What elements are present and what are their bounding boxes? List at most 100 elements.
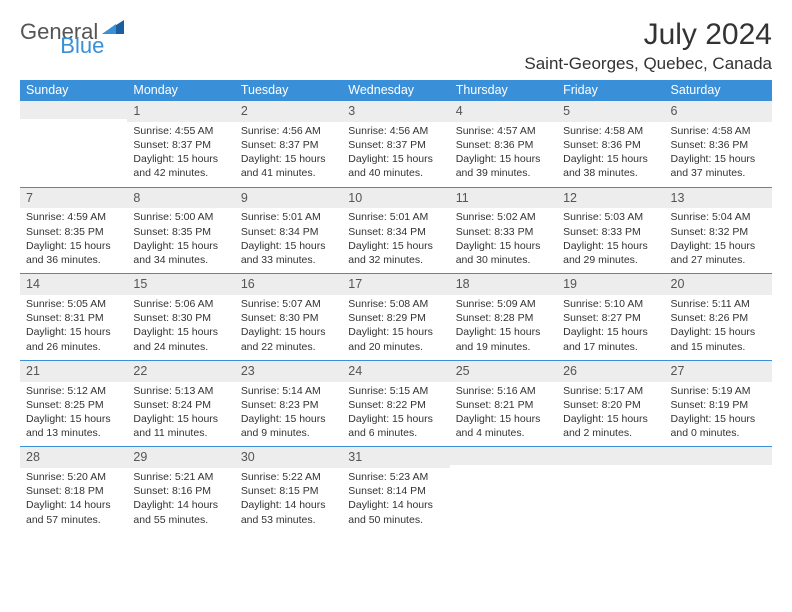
day-number: 14: [20, 274, 127, 295]
daylight-text: Daylight: 15 hours and 26 minutes.: [26, 325, 121, 353]
day-number: 27: [665, 361, 772, 382]
sunrise-text: Sunrise: 4:58 AM: [563, 124, 658, 138]
day-number: 20: [665, 274, 772, 295]
sunset-text: Sunset: 8:22 PM: [348, 398, 443, 412]
calendar-week-row: 1Sunrise: 4:55 AMSunset: 8:37 PMDaylight…: [20, 101, 772, 188]
sunrise-text: Sunrise: 5:02 AM: [456, 210, 551, 224]
day-details: Sunrise: 5:14 AMSunset: 8:23 PMDaylight:…: [239, 384, 338, 441]
calendar-day-cell: 6Sunrise: 4:58 AMSunset: 8:36 PMDaylight…: [665, 101, 772, 188]
day-number: 23: [235, 361, 342, 382]
calendar-week-row: 28Sunrise: 5:20 AMSunset: 8:18 PMDayligh…: [20, 447, 772, 533]
calendar-day-cell: 24Sunrise: 5:15 AMSunset: 8:22 PMDayligh…: [342, 360, 449, 447]
daylight-text: Daylight: 15 hours and 30 minutes.: [456, 239, 551, 267]
daylight-text: Daylight: 15 hours and 22 minutes.: [241, 325, 336, 353]
sunrise-text: Sunrise: 5:12 AM: [26, 384, 121, 398]
sunrise-text: Sunrise: 5:17 AM: [563, 384, 658, 398]
sunset-text: Sunset: 8:28 PM: [456, 311, 551, 325]
day-number: 26: [557, 361, 664, 382]
daylight-text: Daylight: 15 hours and 20 minutes.: [348, 325, 443, 353]
day-details: Sunrise: 5:00 AMSunset: 8:35 PMDaylight:…: [131, 210, 230, 267]
calendar-day-cell: 17Sunrise: 5:08 AMSunset: 8:29 PMDayligh…: [342, 274, 449, 361]
day-details: Sunrise: 5:17 AMSunset: 8:20 PMDaylight:…: [561, 384, 660, 441]
day-details: Sunrise: 5:13 AMSunset: 8:24 PMDaylight:…: [131, 384, 230, 441]
daylight-text: Daylight: 15 hours and 36 minutes.: [26, 239, 121, 267]
sunset-text: Sunset: 8:29 PM: [348, 311, 443, 325]
daylight-text: Daylight: 15 hours and 34 minutes.: [133, 239, 228, 267]
daylight-text: Daylight: 15 hours and 40 minutes.: [348, 152, 443, 180]
month-title: July 2024: [524, 18, 772, 52]
day-details: Sunrise: 5:16 AMSunset: 8:21 PMDaylight:…: [454, 384, 553, 441]
day-number: 21: [20, 361, 127, 382]
daylight-text: Daylight: 15 hours and 32 minutes.: [348, 239, 443, 267]
day-details: Sunrise: 5:04 AMSunset: 8:32 PMDaylight:…: [669, 210, 768, 267]
sunset-text: Sunset: 8:35 PM: [133, 225, 228, 239]
day-details: Sunrise: 5:10 AMSunset: 8:27 PMDaylight:…: [561, 297, 660, 354]
sunset-text: Sunset: 8:20 PM: [563, 398, 658, 412]
day-number: 11: [450, 188, 557, 209]
sunset-text: Sunset: 8:37 PM: [348, 138, 443, 152]
sunrise-text: Sunrise: 5:07 AM: [241, 297, 336, 311]
calendar-day-cell: 10Sunrise: 5:01 AMSunset: 8:34 PMDayligh…: [342, 187, 449, 274]
sunrise-text: Sunrise: 5:15 AM: [348, 384, 443, 398]
day-details: Sunrise: 5:19 AMSunset: 8:19 PMDaylight:…: [669, 384, 768, 441]
daylight-text: Daylight: 15 hours and 6 minutes.: [348, 412, 443, 440]
sunset-text: Sunset: 8:32 PM: [671, 225, 766, 239]
sunset-text: Sunset: 8:25 PM: [26, 398, 121, 412]
day-number: 7: [20, 188, 127, 209]
daylight-text: Daylight: 15 hours and 38 minutes.: [563, 152, 658, 180]
calendar-day-cell: 3Sunrise: 4:56 AMSunset: 8:37 PMDaylight…: [342, 101, 449, 188]
day-number: 8: [127, 188, 234, 209]
daylight-text: Daylight: 15 hours and 24 minutes.: [133, 325, 228, 353]
sunrise-text: Sunrise: 5:16 AM: [456, 384, 551, 398]
sunset-text: Sunset: 8:26 PM: [671, 311, 766, 325]
sunset-text: Sunset: 8:27 PM: [563, 311, 658, 325]
daylight-text: Daylight: 14 hours and 55 minutes.: [133, 498, 228, 526]
calendar-day-cell: 22Sunrise: 5:13 AMSunset: 8:24 PMDayligh…: [127, 360, 234, 447]
day-details: Sunrise: 4:58 AMSunset: 8:36 PMDaylight:…: [561, 124, 660, 181]
sunrise-text: Sunrise: 5:20 AM: [26, 470, 121, 484]
day-details: Sunrise: 5:23 AMSunset: 8:14 PMDaylight:…: [346, 470, 445, 527]
sunrise-text: Sunrise: 5:10 AM: [563, 297, 658, 311]
calendar-week-row: 14Sunrise: 5:05 AMSunset: 8:31 PMDayligh…: [20, 274, 772, 361]
sunrise-text: Sunrise: 5:09 AM: [456, 297, 551, 311]
calendar-day-cell: 19Sunrise: 5:10 AMSunset: 8:27 PMDayligh…: [557, 274, 664, 361]
sunset-text: Sunset: 8:30 PM: [133, 311, 228, 325]
sunrise-text: Sunrise: 5:13 AM: [133, 384, 228, 398]
day-number: 3: [342, 101, 449, 122]
calendar-day-cell: 18Sunrise: 5:09 AMSunset: 8:28 PMDayligh…: [450, 274, 557, 361]
calendar-day-cell: 30Sunrise: 5:22 AMSunset: 8:15 PMDayligh…: [235, 447, 342, 533]
calendar-day-cell: 13Sunrise: 5:04 AMSunset: 8:32 PMDayligh…: [665, 187, 772, 274]
location-text: Saint-Georges, Quebec, Canada: [524, 54, 772, 74]
sunrise-text: Sunrise: 4:56 AM: [241, 124, 336, 138]
daylight-text: Daylight: 15 hours and 39 minutes.: [456, 152, 551, 180]
calendar-day-cell: 28Sunrise: 5:20 AMSunset: 8:18 PMDayligh…: [20, 447, 127, 533]
day-number: [557, 447, 664, 465]
day-number: 19: [557, 274, 664, 295]
day-number: 25: [450, 361, 557, 382]
day-number: 5: [557, 101, 664, 122]
sunset-text: Sunset: 8:36 PM: [563, 138, 658, 152]
sunset-text: Sunset: 8:37 PM: [133, 138, 228, 152]
daylight-text: Daylight: 14 hours and 57 minutes.: [26, 498, 121, 526]
day-number: 13: [665, 188, 772, 209]
sunrise-text: Sunrise: 5:06 AM: [133, 297, 228, 311]
calendar-day-cell: 27Sunrise: 5:19 AMSunset: 8:19 PMDayligh…: [665, 360, 772, 447]
sunrise-text: Sunrise: 4:59 AM: [26, 210, 121, 224]
sunrise-text: Sunrise: 5:03 AM: [563, 210, 658, 224]
daylight-text: Daylight: 14 hours and 53 minutes.: [241, 498, 336, 526]
sunset-text: Sunset: 8:19 PM: [671, 398, 766, 412]
calendar-day-cell: 9Sunrise: 5:01 AMSunset: 8:34 PMDaylight…: [235, 187, 342, 274]
logo: General Blue: [20, 18, 168, 45]
sunset-text: Sunset: 8:30 PM: [241, 311, 336, 325]
day-details: Sunrise: 5:11 AMSunset: 8:26 PMDaylight:…: [669, 297, 768, 354]
calendar-day-cell: [665, 447, 772, 533]
weekday-header: Saturday: [665, 80, 772, 101]
day-number: 16: [235, 274, 342, 295]
day-number: 6: [665, 101, 772, 122]
day-details: Sunrise: 4:55 AMSunset: 8:37 PMDaylight:…: [131, 124, 230, 181]
weekday-header: Friday: [557, 80, 664, 101]
daylight-text: Daylight: 15 hours and 13 minutes.: [26, 412, 121, 440]
weekday-header: Sunday: [20, 80, 127, 101]
sunset-text: Sunset: 8:37 PM: [241, 138, 336, 152]
day-details: Sunrise: 5:21 AMSunset: 8:16 PMDaylight:…: [131, 470, 230, 527]
